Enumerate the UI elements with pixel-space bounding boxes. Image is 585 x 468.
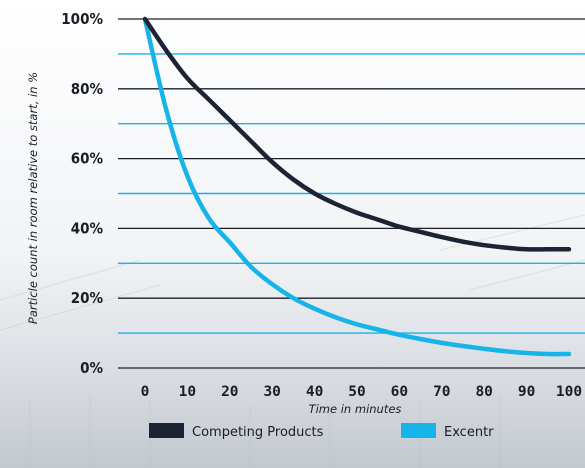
legend-swatch-excentr: [401, 423, 436, 438]
y-axis-ticks: 0% 20% 40% 60% 80% 100%: [61, 10, 103, 377]
x-tick-label: 60: [391, 384, 408, 400]
y-tick-label: 20%: [71, 289, 104, 307]
x-tick-label: 80: [475, 384, 492, 400]
x-tick-label: 40: [306, 384, 323, 400]
gridlines: [118, 18, 585, 369]
y-tick-label: 0%: [80, 359, 103, 377]
series-line-excentr: [142, 16, 572, 357]
series-line-competing-products: [142, 16, 572, 252]
legend-label-competing-products: Competing Products: [192, 425, 324, 440]
x-tick-label: 0: [141, 384, 150, 400]
x-tick-label: 10: [179, 384, 196, 400]
x-tick-label: 20: [221, 384, 238, 400]
legend-label-excentr: Excentr: [444, 425, 494, 440]
y-tick-label: 100%: [61, 10, 103, 28]
x-tick-label: 50: [348, 384, 365, 400]
y-tick-label: 80%: [71, 80, 104, 98]
legend-swatch-competing-products: [149, 423, 184, 438]
series-lines: [142, 16, 572, 357]
x-tick-label: 90: [518, 384, 535, 400]
x-tick-label: 30: [263, 384, 280, 400]
x-axis-title: Time in minutes: [309, 402, 402, 416]
x-axis-ticks: 0 10 20 30 40 50 60 70 80 90 100: [141, 384, 582, 400]
y-tick-label: 40%: [71, 219, 104, 237]
legend: Competing Products Excentr: [149, 423, 494, 440]
y-tick-label: 60%: [71, 150, 104, 168]
x-tick-label: 100: [556, 384, 582, 400]
y-axis-title: Particle count in room relative to start…: [26, 72, 40, 324]
x-tick-label: 70: [433, 384, 450, 400]
